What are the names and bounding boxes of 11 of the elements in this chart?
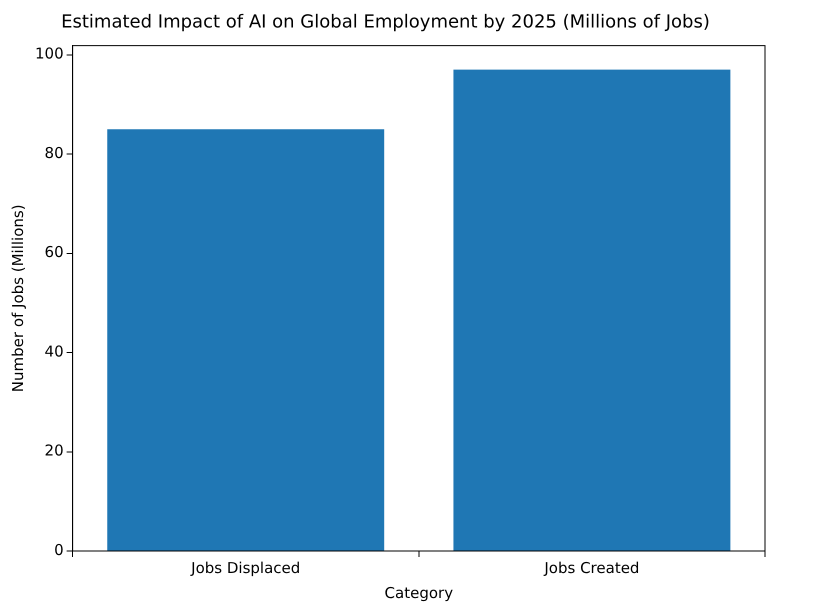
y-axis-title: Number of Jobs (Millions) bbox=[8, 204, 27, 392]
chart-title: Estimated Impact of AI on Global Employment by 2025 (Millions of Jobs) bbox=[61, 11, 710, 32]
y-tick-label: 100 bbox=[34, 44, 64, 63]
x-axis-title: Category bbox=[384, 584, 454, 602]
x-tick-label: Jobs Created bbox=[543, 558, 640, 577]
y-tick-label: 40 bbox=[44, 342, 64, 360]
y-tick-label: 60 bbox=[44, 243, 64, 262]
y-tick-label: 20 bbox=[44, 442, 64, 460]
y-tick-label: 0 bbox=[54, 540, 64, 559]
y-tick-label: 80 bbox=[44, 144, 64, 162]
x-tick-label: Jobs Displaced bbox=[190, 558, 300, 577]
